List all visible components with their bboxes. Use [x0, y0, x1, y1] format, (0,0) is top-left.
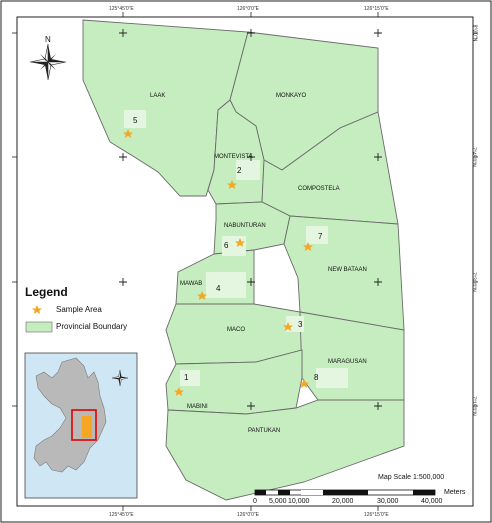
- scale-tick-30000: 30,000: [377, 498, 399, 505]
- coord-top-3: 126°15'0"E: [364, 6, 389, 12]
- coord-top-2: 126°0'0"E: [237, 6, 259, 12]
- legend-sample-area-label: Sample Area: [56, 305, 102, 314]
- legend-boundary-swatch: [25, 321, 53, 333]
- label-montevista: MONTEVISTA: [214, 154, 253, 160]
- scale-bar: [254, 489, 436, 496]
- star-icon: [303, 242, 313, 251]
- label-nabunturan: NABUNTURAN: [224, 223, 266, 229]
- legend-title: Legend: [25, 285, 68, 299]
- label-compostela: COMPOSTELA: [298, 186, 340, 192]
- star-icon: [299, 379, 309, 388]
- coord-bottom-3: 126°15'0"E: [364, 512, 389, 518]
- sample-number: 6: [224, 241, 229, 250]
- frame-ticks: [12, 12, 478, 511]
- sample-number: 4: [216, 284, 221, 293]
- coord-right-1: 8°0'0"N: [471, 24, 478, 42]
- label-pantukan: PANTUKAN: [248, 428, 280, 434]
- coord-right-4: 7°15'0"N: [470, 396, 477, 416]
- star-icon: [174, 387, 184, 396]
- inset-map: [24, 352, 138, 499]
- sample-area-2: 2: [227, 166, 242, 189]
- scale-tick-5000: 5,000: [269, 498, 287, 505]
- label-mawab: MAWAB: [180, 281, 202, 287]
- star-icon: [197, 291, 207, 300]
- sample-number: 7: [318, 232, 323, 241]
- sample-area-6: 6: [224, 238, 245, 250]
- scale-tick-10000: 10,000: [288, 498, 310, 505]
- north-arrow-icon: N: [29, 35, 67, 81]
- sample-area-5: 5: [123, 116, 138, 138]
- province-pantukan: [165, 399, 405, 501]
- sample-number: 3: [298, 320, 303, 329]
- sample-area-4: 4: [197, 284, 221, 300]
- sample-area-1: 1: [174, 373, 189, 396]
- sample-number: 2: [237, 166, 242, 175]
- coord-bottom-2: 126°0'0"E: [237, 512, 259, 518]
- coord-bottom-1: 125°45'0"E: [109, 512, 134, 518]
- sample-area-8: 8: [299, 373, 319, 388]
- map-scale-label: Map Scale 1:500,000: [378, 474, 445, 481]
- label-laak: LAAK: [150, 93, 165, 99]
- scale-tick-0: 0: [253, 498, 257, 505]
- scale-tick-20000: 20,000: [332, 498, 354, 505]
- sample-area-3: 3: [283, 320, 303, 331]
- star-icon: [283, 322, 293, 331]
- star-icon: [123, 129, 133, 138]
- legend-star-icon: [32, 305, 42, 314]
- sample-number: 1: [184, 373, 189, 382]
- coord-right-2: 7°45'0"N: [470, 147, 477, 167]
- scale-tick-40000: 40,000: [421, 498, 443, 505]
- label-new-bataan: NEW BATAAN: [328, 267, 367, 273]
- svg-text:N: N: [45, 35, 51, 44]
- scale-unit-label: Meters: [444, 489, 466, 496]
- label-maragusan: MARAGUSAN: [328, 359, 367, 365]
- inset-extent-box: [71, 409, 97, 441]
- inset-land: [33, 357, 107, 473]
- coord-top-1: 125°45'0"E: [109, 6, 134, 12]
- sample-number: 8: [314, 373, 319, 382]
- star-icon: [227, 180, 237, 189]
- legend-provincial-boundary-label: Provincial Boundary: [56, 322, 128, 331]
- coord-right-3: 7°30'0"N: [470, 272, 477, 292]
- sample-number: 5: [133, 116, 138, 125]
- sample-area-7: 7: [303, 232, 323, 251]
- star-icon: [235, 238, 245, 247]
- inset-highlight-region: [82, 416, 92, 438]
- label-mabini: MABINI: [187, 404, 208, 410]
- province-labels: LAAK MONKAYO MONTEVISTA COMPOSTELA NABUN…: [150, 93, 367, 434]
- inset-north-icon: [111, 369, 129, 387]
- label-maco: MACO: [227, 327, 245, 333]
- label-monkayo: MONKAYO: [276, 93, 307, 99]
- sample-areas: 5 2 6 7 4 3 8 1: [123, 116, 323, 396]
- sample-patches: [124, 110, 348, 388]
